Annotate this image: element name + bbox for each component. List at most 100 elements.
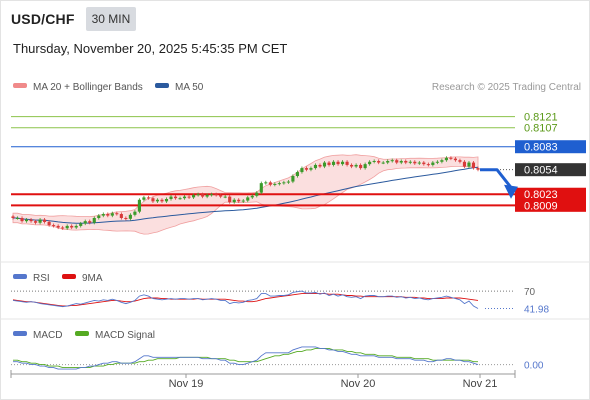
- candle-body: [52, 225, 56, 227]
- level-label-support: 0.8023: [524, 189, 558, 201]
- candle-body: [417, 162, 421, 164]
- legend-swatch-macd: [13, 331, 27, 336]
- candle-body: [74, 225, 78, 228]
- candle-body: [110, 213, 114, 216]
- candle-body: [97, 215, 101, 218]
- candle-body: [24, 219, 29, 222]
- candle-body: [255, 192, 259, 196]
- candle-body: [399, 160, 403, 163]
- candle-body: [65, 225, 69, 229]
- candle-body: [408, 161, 412, 163]
- candle-body: [300, 168, 304, 173]
- candle-body: [137, 199, 141, 212]
- candle-body: [458, 160, 462, 162]
- candle-body: [232, 199, 236, 203]
- forecast-arrow-line: [480, 168, 514, 190]
- rsi-9ma-line: [12, 293, 479, 307]
- candle-body: [368, 161, 372, 165]
- last-price-tag: [515, 163, 586, 177]
- candle-body: [381, 162, 385, 164]
- legend-label-macd-signal: MACD Signal: [95, 330, 155, 341]
- candle-body: [359, 164, 363, 169]
- rsi-value-label: 41.98: [524, 305, 549, 316]
- level-tag-support: [515, 187, 586, 201]
- candle-body: [372, 160, 376, 162]
- candle-body: [282, 182, 286, 184]
- rsi-reference-label: 70: [524, 287, 536, 298]
- candle-body: [471, 162, 476, 169]
- legend-swatch-rsi: [13, 274, 27, 279]
- legend-swatch-ma50: [155, 83, 169, 88]
- candle-body: [70, 225, 74, 228]
- candle-body: [151, 198, 155, 202]
- candle-body: [146, 197, 151, 199]
- macd-signal-line: [13, 347, 478, 369]
- research-credit: Research © 2025 Trading Central: [432, 82, 581, 93]
- candle-body: [435, 161, 439, 163]
- candle-body: [241, 200, 245, 202]
- candle-body: [395, 160, 399, 163]
- macd-value-label: 0.00: [524, 361, 544, 372]
- level-tag-support: [515, 198, 586, 212]
- candle-body: [476, 168, 480, 170]
- legend-swatch-macd-signal: [75, 331, 89, 336]
- candle-body: [449, 157, 453, 159]
- x-tick-label: Nov 21: [463, 378, 498, 390]
- candle-body: [115, 213, 119, 215]
- candle-body: [377, 160, 381, 163]
- candle-body: [119, 214, 123, 218]
- candle-body: [47, 221, 51, 226]
- candle-body: [128, 214, 132, 219]
- ma50-line: [13, 166, 479, 224]
- candle-body: [322, 162, 327, 167]
- candle-body: [20, 217, 24, 222]
- candle-body: [88, 221, 92, 223]
- candle-body: [11, 216, 15, 218]
- level-label-target: 0.8107: [524, 123, 558, 135]
- candle-body: [345, 161, 349, 165]
- candle-body: [15, 217, 20, 219]
- legend-label-ma50: MA 50: [175, 82, 204, 93]
- legend-swatch-ma20-bollinger: [13, 83, 27, 88]
- candle-body: [34, 221, 38, 223]
- candle-body: [101, 214, 105, 216]
- rsi-panel: 70 41.98: [11, 287, 549, 316]
- candle-body: [164, 198, 169, 202]
- candle-body: [431, 162, 435, 165]
- timeframe-badge[interactable]: 30 MIN: [85, 7, 137, 31]
- candle-body: [295, 172, 299, 177]
- candle-body: [29, 219, 33, 222]
- candle-body: [83, 221, 87, 224]
- candle-body: [363, 164, 367, 169]
- candle-body: [291, 176, 295, 182]
- candle-body: [453, 158, 457, 161]
- candle-body: [336, 161, 340, 165]
- candle-body: [142, 197, 146, 200]
- macd-line: [13, 346, 479, 370]
- candle-body: [467, 162, 471, 167]
- chart-header: USD/CHF 30 MIN: [11, 7, 137, 31]
- candle-body: [223, 196, 227, 198]
- macd-panel: 0.00: [11, 346, 544, 372]
- candle-body: [444, 157, 448, 161]
- symbol-title: USD/CHF: [11, 11, 75, 27]
- candle-body: [187, 196, 191, 198]
- candle-body: [331, 161, 336, 165]
- candle-body: [304, 168, 309, 170]
- candle-body: [413, 161, 417, 164]
- candle-body: [286, 181, 290, 183]
- x-tick-label: Nov 20: [341, 378, 376, 390]
- candle-body: [237, 199, 241, 202]
- candle-body: [273, 183, 277, 185]
- candle-body: [210, 194, 214, 196]
- candle-body: [56, 225, 60, 228]
- x-axis: Nov 19 Nov 20 Nov 21: [10, 370, 516, 390]
- candle-body: [440, 160, 444, 162]
- candle-body: [61, 227, 65, 229]
- candle-body: [264, 182, 268, 184]
- candle-body: [386, 160, 390, 163]
- candle-body: [246, 197, 250, 201]
- candle-body: [106, 214, 110, 216]
- candle-body: [133, 211, 137, 215]
